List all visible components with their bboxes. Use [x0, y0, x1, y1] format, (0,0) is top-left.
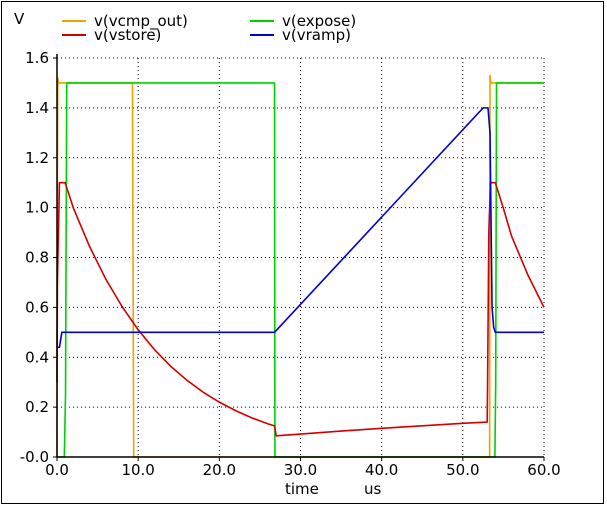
- y-axis-label: V: [14, 10, 25, 28]
- y-tick-label: 0.4: [25, 348, 49, 366]
- x-tick-label: 40.0: [365, 461, 398, 479]
- x-tick-label: 50.0: [446, 461, 479, 479]
- series-line-v-vramp: [57, 107, 544, 349]
- legend-label-vramp: v(vramp): [282, 26, 351, 44]
- series-line-v-expose: [57, 82, 544, 458]
- x-tick-label: 10.0: [121, 461, 154, 479]
- y-tick-label: 0.8: [25, 249, 49, 267]
- x-tick-label: 20.0: [203, 461, 236, 479]
- x-tick-label: 30.0: [284, 461, 317, 479]
- legend: v(vcmp_out) v(vstore) v(expose) v(vramp): [62, 12, 356, 44]
- grid: [57, 57, 545, 457]
- x-axis-unit: us: [364, 480, 382, 498]
- y-tick-label: 0.6: [25, 298, 49, 316]
- y-tick-label: 1.2: [25, 149, 49, 167]
- x-tick-label: 60.0: [527, 461, 560, 479]
- y-tick-label: 0.2: [25, 398, 49, 416]
- y-tick-label: -0.0: [20, 448, 49, 466]
- x-tick-label: 0.0: [45, 461, 69, 479]
- legend-label-expose: v(expose): [282, 12, 356, 30]
- axes: 0.0 10.0 20.0 30.0 40.0 50.0 60.0 -0.0 0.2 0.4 0.6…: [20, 49, 561, 479]
- y-tick-label: 1.4: [25, 99, 49, 117]
- y-tick-label: 1.6: [25, 49, 49, 67]
- x-axis-label: time: [285, 480, 319, 498]
- series-line-v-vstore: [56, 181, 545, 437]
- legend-label-vstore: v(vstore): [94, 26, 161, 44]
- legend-label-vcmp_out: v(vcmp_out): [94, 12, 188, 31]
- y-tick-label: 1.0: [25, 199, 49, 217]
